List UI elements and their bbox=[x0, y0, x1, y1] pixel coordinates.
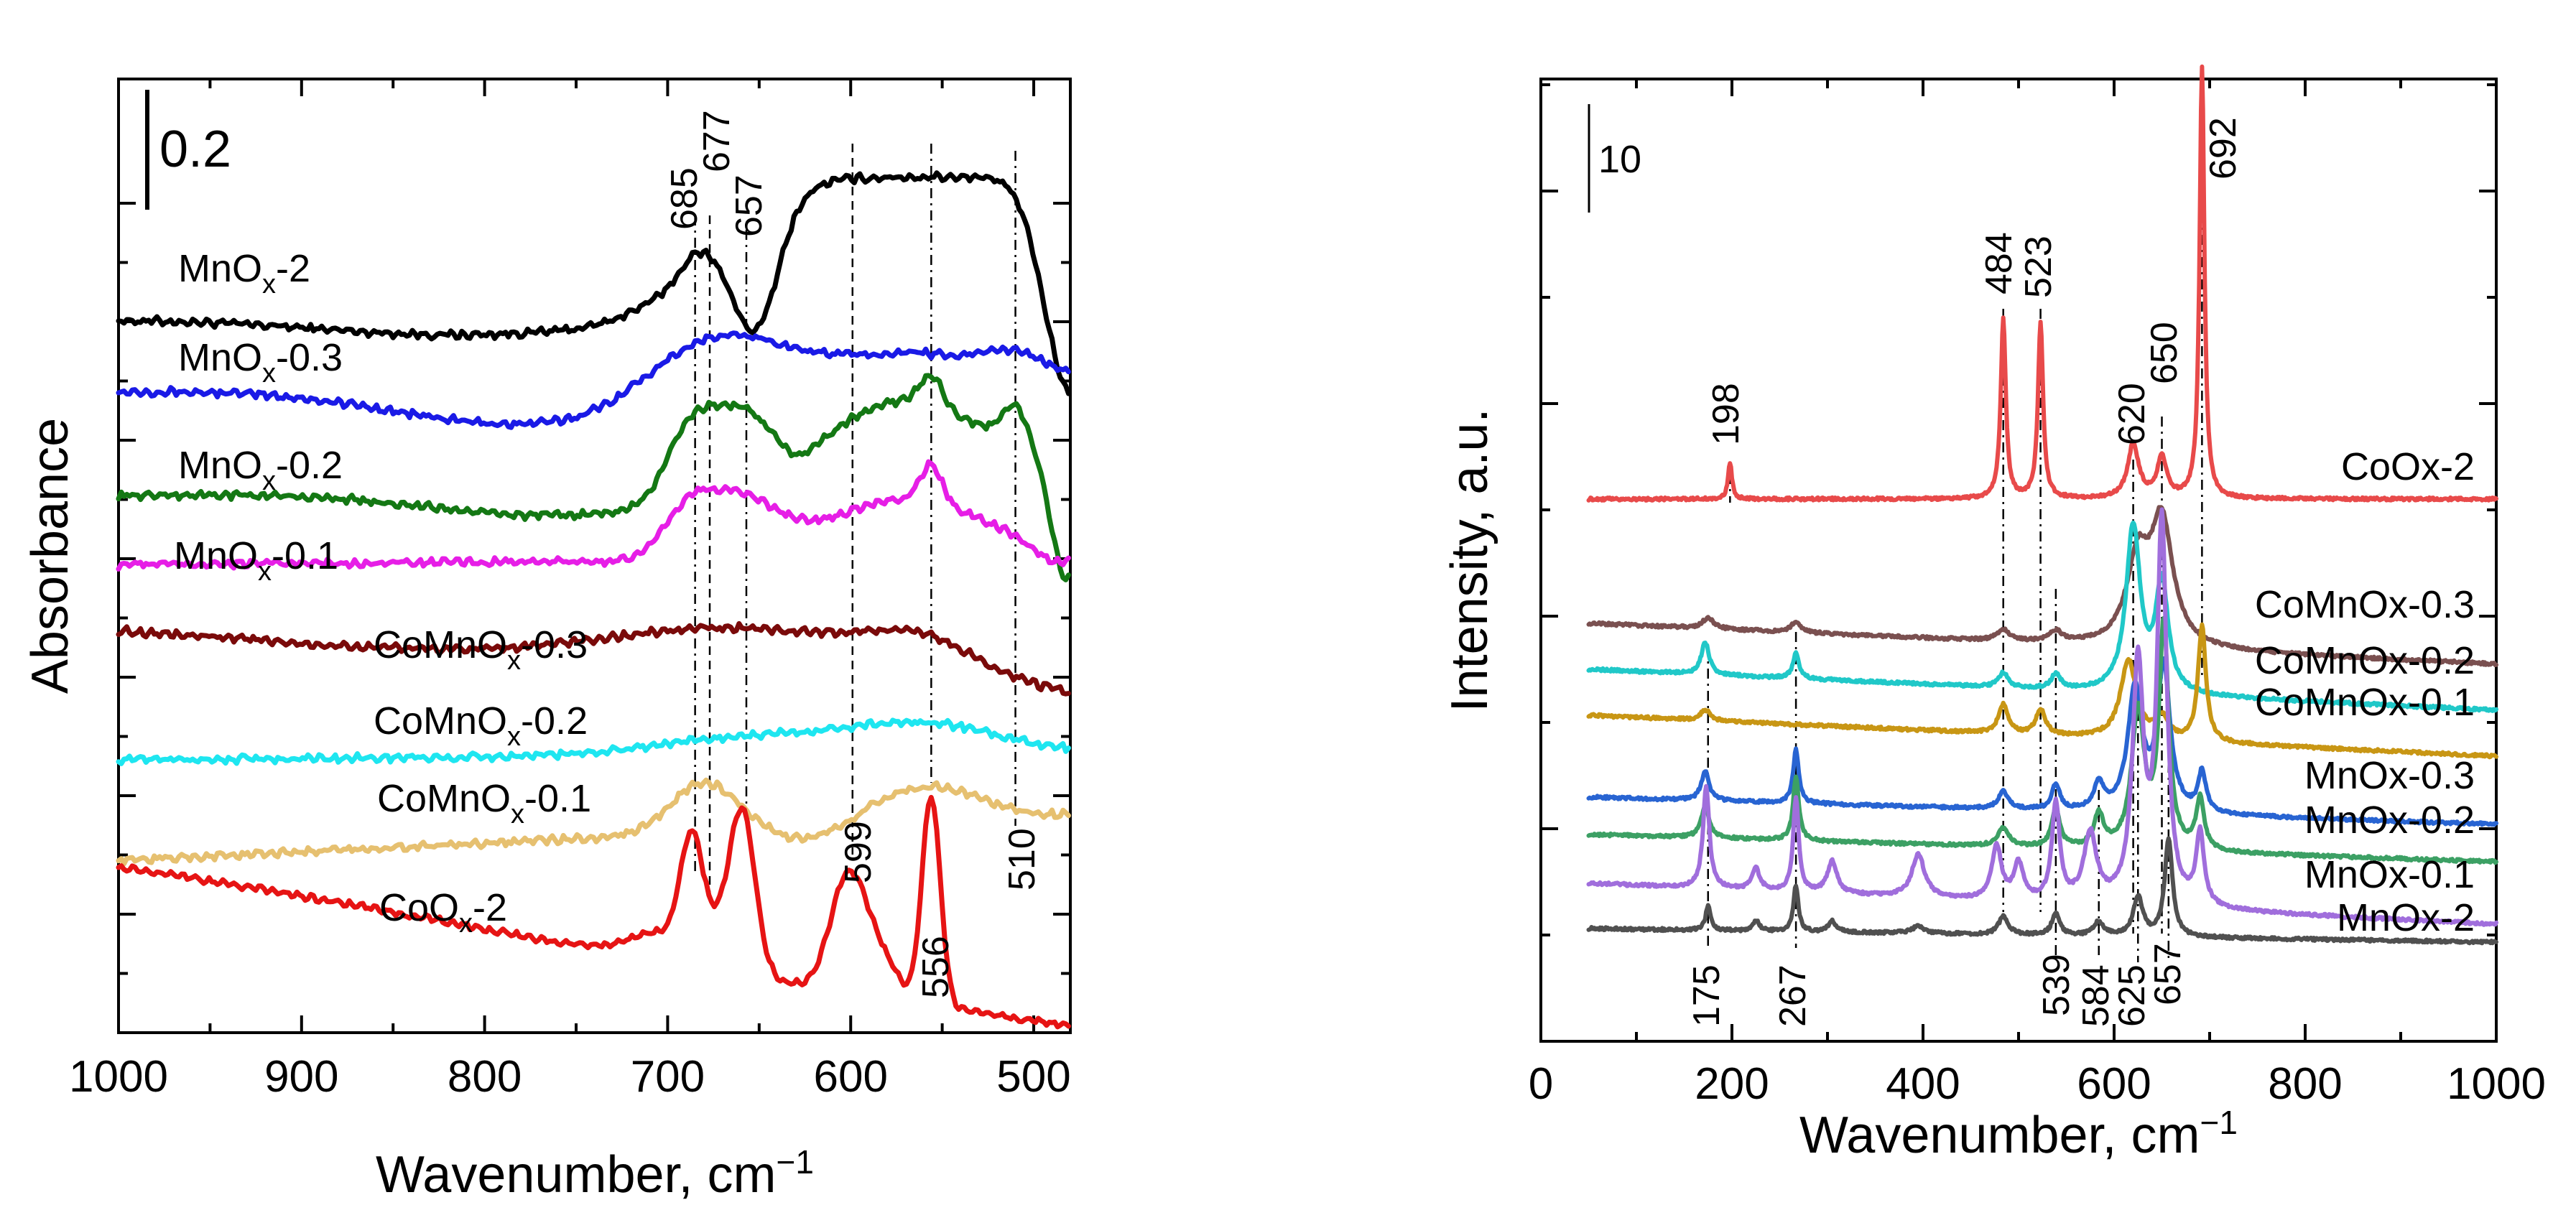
right-peak-label-692: 692 bbox=[2202, 117, 2244, 180]
right-label-mnox-0.3: MnOx-0.3 bbox=[2304, 754, 2475, 797]
right-curve-coox-2 bbox=[1586, 64, 2498, 503]
left-curve-comnox-0.1 bbox=[116, 777, 1071, 867]
right-label-mnox-2: MnOx-2 bbox=[2337, 896, 2475, 939]
right-curve-comnox-0.2 bbox=[1586, 520, 2498, 713]
left-y-axis-label: Absorbance bbox=[22, 418, 79, 694]
left-curve-comnox-0.2 bbox=[116, 717, 1071, 766]
right-x-tick-label: 800 bbox=[2268, 1059, 2342, 1109]
left-peak-label-685: 685 bbox=[664, 167, 705, 230]
left-x-axis-label: Wavenumber, cm−1 bbox=[376, 1143, 814, 1204]
right-peak-label-198: 198 bbox=[1705, 383, 1747, 445]
left-label-mnox-0.2: MnOx-0.2 bbox=[178, 444, 343, 496]
right-peak-label-625: 625 bbox=[2111, 964, 2153, 1027]
left-label-comnox-0.1: CoMnOx-0.1 bbox=[377, 777, 591, 829]
right-peak-label-267: 267 bbox=[1772, 964, 1814, 1027]
left-label-coox-2: CoOx-2 bbox=[379, 886, 507, 939]
right-x-tick-label: 1000 bbox=[2447, 1059, 2546, 1109]
right-label-coox-2: CoOx-2 bbox=[2341, 445, 2475, 488]
left-label-comnox-0.2: CoMnOx-0.2 bbox=[374, 699, 588, 752]
right-peak-label-484: 484 bbox=[1978, 232, 2020, 294]
left-label-mnox-0.3: MnOx-0.3 bbox=[178, 336, 343, 389]
left-series-curves bbox=[116, 170, 1071, 1030]
right-curve-mnox-0.1 bbox=[1586, 507, 2498, 927]
ftir-panel: MnOx-2 MnOx-0.3 MnOx-0.2 MnOx-0.1 CoMnOx-0.3… bbox=[22, 78, 1072, 1204]
left-label-comnox-0.3: CoMnOx-0.3 bbox=[374, 623, 588, 676]
right-curve-mnox-0.3 bbox=[1586, 656, 2498, 827]
right-peak-label-539: 539 bbox=[2036, 954, 2077, 1016]
left-peak-label-599: 599 bbox=[838, 821, 879, 883]
left-x-tick-labels: 1000 900 800 700 600 500 bbox=[69, 1052, 1071, 1102]
right-x-tick-label: 200 bbox=[1695, 1059, 1769, 1109]
left-peak-guides bbox=[694, 144, 1016, 894]
right-x-tick-labels: 0 200 400 600 800 1000 bbox=[1529, 1059, 2546, 1109]
right-label-comnox-0.3: CoMnOx-0.3 bbox=[2255, 583, 2475, 626]
right-x-tick-label: 0 bbox=[1529, 1059, 1553, 1109]
right-label-comnox-0.1: CoMnOx-0.1 bbox=[2255, 681, 2475, 724]
right-peak-label-650: 650 bbox=[2144, 322, 2185, 384]
left-curve-mnox-0.2 bbox=[116, 373, 1071, 582]
left-curve-mnox-2 bbox=[116, 170, 1071, 396]
right-peak-label-175: 175 bbox=[1686, 964, 1728, 1027]
right-peak-label-584: 584 bbox=[2075, 964, 2117, 1027]
right-peak-label-620: 620 bbox=[2111, 383, 2153, 445]
left-curve-comnox-0.3 bbox=[116, 620, 1071, 697]
right-label-comnox-0.2: CoMnOx-0.2 bbox=[2255, 639, 2475, 682]
left-x-tick-label: 600 bbox=[814, 1052, 888, 1102]
right-label-mnox-0.1: MnOx-0.1 bbox=[2304, 853, 2475, 896]
right-series-curves bbox=[1586, 64, 2498, 946]
left-peak-label-510: 510 bbox=[1001, 828, 1043, 890]
left-x-tick-label: 900 bbox=[264, 1052, 338, 1102]
right-scale-bar-label: 10 bbox=[1598, 138, 1641, 181]
left-x-tick-label: 700 bbox=[631, 1052, 705, 1102]
right-x-axis-label: Wavenumber, cm−1 bbox=[1799, 1104, 2238, 1164]
left-x-tick-label: 1000 bbox=[69, 1052, 168, 1102]
left-axis-ticks bbox=[117, 79, 1070, 1034]
left-scale-bar-label: 0.2 bbox=[159, 121, 231, 178]
left-x-tick-label: 500 bbox=[996, 1052, 1070, 1102]
right-label-mnox-0.2: MnOx-0.2 bbox=[2304, 799, 2475, 842]
left-peak-label-657: 657 bbox=[728, 175, 770, 237]
left-curve-coox-2 bbox=[116, 794, 1071, 1030]
left-label-mnox-0.1: MnOx-0.1 bbox=[174, 534, 338, 587]
right-peak-label-657: 657 bbox=[2147, 943, 2189, 1005]
right-axis-ticks bbox=[1541, 79, 2496, 1041]
right-curve-mnox-2 bbox=[1586, 836, 2498, 946]
left-plot-frame bbox=[117, 78, 1072, 1034]
right-curve-mnox-0.2 bbox=[1586, 615, 2498, 865]
left-x-tick-label: 800 bbox=[448, 1052, 522, 1102]
right-y-axis-label: Intensity, a.u. bbox=[1441, 409, 1498, 712]
left-series-labels: MnOx-2 MnOx-0.3 MnOx-0.2 MnOx-0.1 CoMnOx-0.3… bbox=[174, 247, 591, 939]
right-curve-comnox-0.1 bbox=[1586, 622, 2498, 760]
left-peak-label-556: 556 bbox=[915, 936, 957, 998]
left-peak-label-677: 677 bbox=[696, 110, 738, 172]
right-curve-comnox-0.3 bbox=[1586, 505, 2498, 667]
right-peak-label-523: 523 bbox=[2018, 236, 2060, 298]
left-curve-mnox-0.3 bbox=[116, 330, 1071, 430]
left-curve-mnox-0.1 bbox=[116, 459, 1071, 572]
right-x-tick-label: 600 bbox=[2077, 1059, 2151, 1109]
left-label-mnox-2: MnOx-2 bbox=[178, 247, 310, 299]
right-x-tick-label: 400 bbox=[1886, 1059, 1960, 1109]
